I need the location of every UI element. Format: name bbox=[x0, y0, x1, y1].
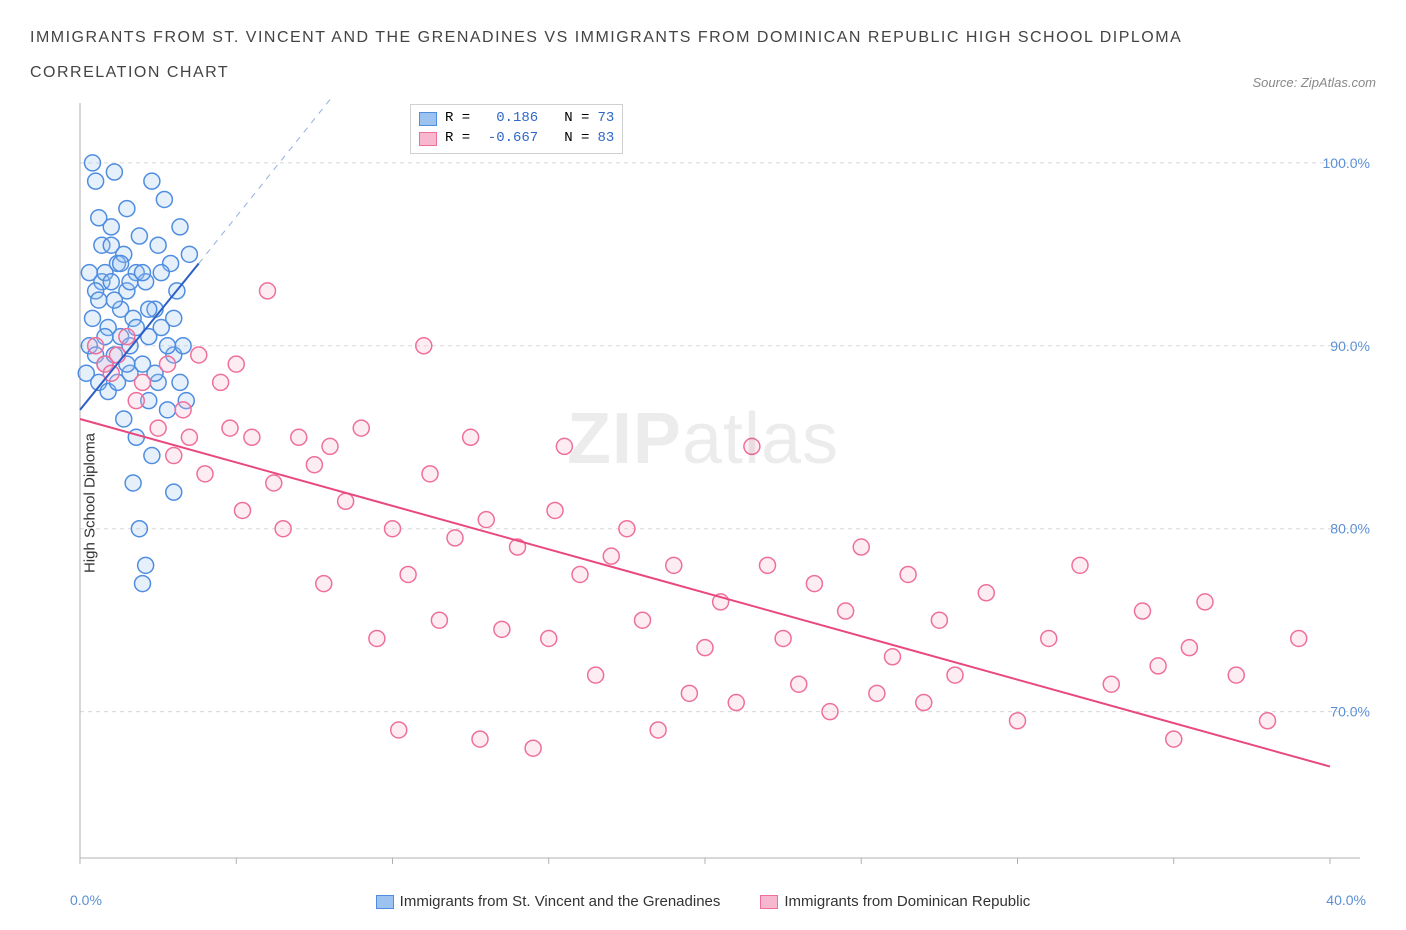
legend-stats-row-2: R = -0.667 N = 83 bbox=[419, 129, 614, 149]
chart-container: High School Diploma ZIPatlas 70.0%80.0%9… bbox=[30, 98, 1376, 908]
n-value-1: 73 bbox=[597, 109, 614, 129]
chart-title: IMMIGRANTS FROM ST. VINCENT AND THE GREN… bbox=[30, 20, 1182, 90]
chart-header: IMMIGRANTS FROM ST. VINCENT AND THE GREN… bbox=[30, 20, 1376, 90]
r-value-2: -0.667 bbox=[478, 129, 538, 149]
r-value-1: 0.186 bbox=[478, 109, 538, 129]
scatter-chart: 70.0% 80.0% 90.0% 100.0% bbox=[30, 98, 1376, 908]
title-line-2: CORRELATION CHART bbox=[30, 64, 229, 81]
legend-stats-box: R = 0.186 N = 73 R = -0.667 N = 83 bbox=[410, 104, 623, 153]
legend-bottom-item-2: Immigrants from Dominican Republic bbox=[760, 893, 1030, 910]
n-label-2: N = bbox=[564, 129, 589, 149]
legend-bottom-swatch-1 bbox=[376, 895, 394, 909]
legend-bottom-label-2: Immigrants from Dominican Republic bbox=[784, 893, 1030, 910]
svg-text:100.0%: 100.0% bbox=[1323, 155, 1370, 171]
svg-text:70.0%: 70.0% bbox=[1330, 704, 1370, 720]
r-label-1: R = bbox=[445, 109, 470, 129]
legend-swatch-1 bbox=[419, 112, 437, 126]
y-axis-label: High School Diploma bbox=[82, 433, 99, 573]
legend-bottom: Immigrants from St. Vincent and the Gren… bbox=[30, 893, 1376, 910]
legend-stats-row-1: R = 0.186 N = 73 bbox=[419, 109, 614, 129]
svg-text:90.0%: 90.0% bbox=[1330, 338, 1370, 354]
title-line-1: IMMIGRANTS FROM ST. VINCENT AND THE GREN… bbox=[30, 29, 1182, 46]
n-value-2: 83 bbox=[597, 129, 614, 149]
svg-text:80.0%: 80.0% bbox=[1330, 521, 1370, 537]
r-label-2: R = bbox=[445, 129, 470, 149]
legend-swatch-2 bbox=[419, 132, 437, 146]
legend-bottom-item-1: Immigrants from St. Vincent and the Gren… bbox=[376, 893, 721, 910]
n-label-1: N = bbox=[564, 109, 589, 129]
legend-bottom-swatch-2 bbox=[760, 895, 778, 909]
legend-bottom-label-1: Immigrants from St. Vincent and the Gren… bbox=[400, 893, 721, 910]
source-attribution: Source: ZipAtlas.com bbox=[1252, 75, 1376, 90]
